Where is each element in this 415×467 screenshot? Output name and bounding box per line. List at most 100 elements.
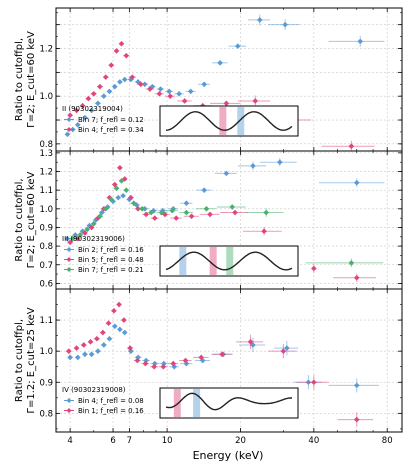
data-point	[169, 207, 176, 214]
data-point	[256, 17, 263, 23]
y-tick-label: 1.0	[39, 92, 53, 102]
data-point	[170, 360, 177, 367]
data-point	[151, 215, 158, 221]
data-point	[111, 307, 117, 314]
data-point	[74, 354, 81, 361]
y-tick-label: 0.8	[39, 140, 53, 150]
data-point	[67, 112, 73, 119]
grid	[56, 8, 402, 151]
y-axis-label: Ratio to cutoffpl,	[14, 178, 25, 261]
inset-phase-band	[193, 389, 201, 417]
data-point	[95, 348, 101, 354]
data-point	[90, 220, 97, 227]
data-point	[187, 88, 194, 95]
data-point	[87, 339, 94, 345]
legend-label: Bin 2; f_refl = 0.16	[78, 246, 144, 254]
data-point	[111, 323, 118, 330]
inset-phase-band	[209, 247, 217, 275]
data-point	[113, 48, 120, 54]
legend: II (90302319004) Bin 7; f_refl = 0.12 Bin …	[62, 105, 144, 134]
data-point	[82, 230, 88, 236]
x-tick-label: 7	[127, 436, 132, 446]
inset-phase-band	[179, 247, 187, 275]
inset-frame	[159, 105, 299, 137]
y-tick-label: 1.1	[39, 186, 53, 196]
x-tick-label: 10	[162, 436, 173, 446]
data-point	[77, 232, 84, 238]
data-point	[73, 107, 80, 114]
legend-title: IV (90302319008)	[62, 386, 126, 394]
data-point	[353, 275, 360, 281]
inset-lightcurve	[159, 387, 299, 419]
data-point	[353, 179, 360, 186]
data-point	[80, 342, 87, 348]
data-point	[250, 342, 256, 348]
legend-marker	[66, 117, 72, 122]
series-3	[69, 178, 384, 268]
legend: III (90302319006) Bin 2; f_refl = 0.16 Bin…	[62, 235, 144, 274]
legend-label: Bin 4; f_refl = 0.34	[78, 126, 144, 134]
data-point	[147, 86, 153, 92]
legend-label: Bin 7; f_refl = 0.21	[78, 266, 144, 274]
y-tick-label: 0.8	[39, 242, 53, 252]
data-point	[160, 363, 167, 370]
legend-title: III (90302319006)	[62, 235, 125, 243]
data-point	[219, 351, 225, 358]
data-point	[129, 74, 136, 80]
data-point	[223, 100, 230, 107]
data-point	[183, 209, 190, 216]
data-point	[348, 143, 355, 150]
data-point	[183, 200, 190, 207]
data-point	[111, 83, 118, 90]
data-point	[72, 232, 79, 238]
legend-marker	[66, 267, 72, 272]
shared-x-axis: 4 6 7 10 20 40 80	[67, 436, 392, 446]
data-point	[311, 379, 317, 386]
data-point	[116, 301, 122, 308]
data-point	[207, 211, 213, 218]
data-point	[67, 239, 73, 246]
data-point	[135, 354, 141, 361]
data-point	[139, 206, 145, 212]
data-point	[128, 194, 134, 201]
inset-curve	[165, 251, 293, 271]
data-point	[280, 348, 287, 354]
data-point	[84, 226, 91, 233]
inset-phase-band	[237, 107, 245, 135]
legend-title: II (90302319004)	[62, 105, 123, 113]
data-point	[79, 102, 86, 109]
data-point	[151, 363, 157, 370]
legend-marker	[66, 408, 72, 413]
y-axis-label: Ratio to cutoffpl,	[14, 319, 25, 402]
data-point	[149, 83, 156, 90]
y-axis-label: Ratio to cutoffpl,	[14, 38, 25, 121]
data-point	[282, 21, 288, 28]
data-point	[82, 114, 88, 121]
axes-frame	[55, 288, 403, 433]
data-point	[134, 357, 141, 364]
data-point	[161, 360, 167, 367]
inset-phase-band	[219, 107, 227, 135]
data-point	[88, 107, 95, 114]
data-point	[66, 348, 72, 354]
data-point	[252, 98, 259, 104]
legend-marker	[66, 127, 72, 132]
y-tick-label: 0.9	[39, 378, 53, 388]
data-point	[158, 209, 165, 216]
data-point	[97, 83, 103, 90]
data-point	[88, 224, 95, 231]
series-2	[66, 301, 374, 427]
data-point	[115, 194, 122, 201]
data-point	[97, 213, 103, 220]
x-tick-label: 20	[235, 436, 246, 446]
data-point	[121, 329, 128, 336]
y-tick-label: 1.0	[39, 205, 53, 215]
data-point	[188, 213, 195, 220]
data-point	[79, 228, 86, 234]
data-point	[263, 209, 269, 216]
legend-marker	[66, 247, 72, 252]
data-point	[123, 52, 130, 59]
y-tick-label: 1.2	[39, 168, 53, 178]
data-point	[67, 354, 73, 361]
data-point	[198, 354, 205, 361]
